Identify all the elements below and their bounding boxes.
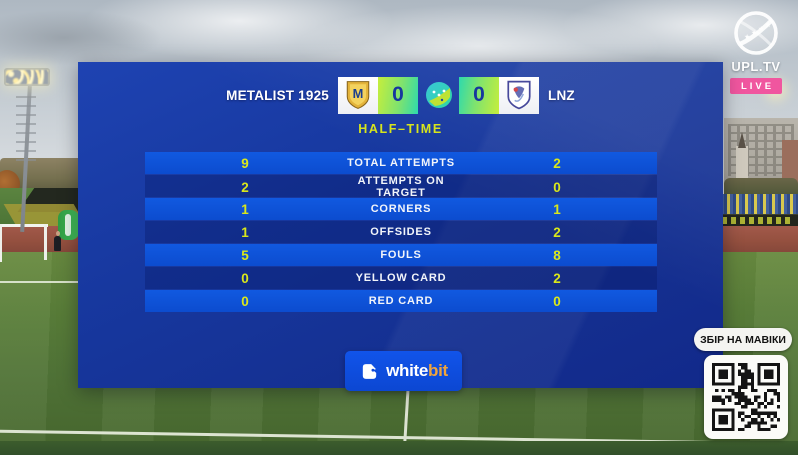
svg-text:★: ★ [765,21,771,29]
upl-ball-icon [425,82,452,108]
stat-away-value: 2 [553,224,561,240]
sponsor-word-white: white [386,361,429,380]
pitch-line-far [0,281,100,283]
lnz-crest-icon [507,80,531,110]
floodlight-lamps-icon [6,70,48,84]
upl-tv-ball-icon: ★ ★ ★ ★ [734,11,778,55]
stat-label: RED CARD [368,295,434,307]
stat-home-value: 5 [241,247,249,263]
stat-label: CORNERS [370,203,432,215]
stat-label: ATTEMPTS ON TARGET [357,175,445,199]
stat-away-value: 0 [553,293,561,309]
stat-home-value: 2 [241,179,249,195]
stat-row-red-card: 0 RED CARD 0 [145,290,657,312]
stat-home-value: 1 [241,201,249,217]
svg-text:★: ★ [758,25,764,33]
whitebit-fox-icon [362,363,377,379]
stat-row-corners: 1 CORNERS 1 [145,198,657,220]
goal-post-far [0,224,2,262]
sponsor-word-bit: bit [428,361,448,380]
stat-row-yellow-card: 0 YELLOW CARD 2 [145,267,657,289]
stat-label: OFFSIDES [370,226,432,238]
qr-code [712,363,780,431]
away-score: 0 [459,76,500,114]
person-silhouette [54,236,61,251]
svg-text:M: M [353,86,364,101]
live-badge: LIVE [730,78,782,94]
stat-home-value: 0 [241,270,249,286]
pitch-near-edge [0,441,798,455]
floodlight-lattice [16,96,36,166]
stat-away-value: 2 [553,270,561,286]
stats-table: 9 TOTAL ATTEMPTS 2 2 ATTEMPTS ON TARGET … [145,152,657,313]
home-team-name: METALIST 1925 [226,87,330,103]
stat-row-attempts-on-target: 2 ATTEMPTS ON TARGET 0 [145,175,657,199]
tower-spire [738,132,746,148]
stat-label: TOTAL ATTEMPTS [347,157,455,169]
league-ball-box [418,77,459,114]
trees-right [724,178,798,196]
stat-row-offsides: 1 OFFSIDES 2 [145,221,657,243]
stat-row-fouls: 5 FOULS 8 [145,244,657,266]
stat-away-value: 2 [553,155,561,171]
stat-away-value: 0 [553,179,561,195]
sponsor-wordmark: whitebit [386,361,448,381]
svg-text:★: ★ [744,33,750,41]
stat-label: YELLOW CARD [355,272,447,284]
stat-away-value: 8 [553,247,561,263]
ad-board-text [722,217,794,224]
stat-home-value: 9 [241,155,249,171]
inflatable-stripe [65,214,71,236]
home-crest-box: M [338,76,379,114]
period-label: HALF–TIME [358,122,443,136]
stat-row-total-attempts: 9 TOTAL ATTEMPTS 2 [145,152,657,174]
sponsor-badge: whitebit [345,351,462,391]
donation-caption: ЗБІР НА МАВІКИ [694,328,792,351]
qr-code-card [704,355,788,439]
home-score: 0 [378,76,419,114]
stand-seats [718,194,798,216]
away-crest-box [499,76,540,114]
stat-home-value: 1 [241,224,249,240]
stat-home-value: 0 [241,293,249,309]
halftime-stats-panel: METALIST 1925 M 0 [78,62,723,391]
stat-label: FOULS [380,249,422,261]
metalist-crest-icon: M [346,81,370,109]
channel-badge: ★ ★ ★ ★ UPL.TV LIVE [710,8,798,94]
svg-text:★: ★ [751,29,757,37]
channel-name: UPL.TV [731,59,781,74]
score-strip: METALIST 1925 M 0 [78,76,723,114]
red-building [782,140,798,190]
away-team-name: LNZ [548,87,575,103]
stat-away-value: 1 [553,201,561,217]
goal-post [44,224,47,260]
person-head [56,231,60,236]
